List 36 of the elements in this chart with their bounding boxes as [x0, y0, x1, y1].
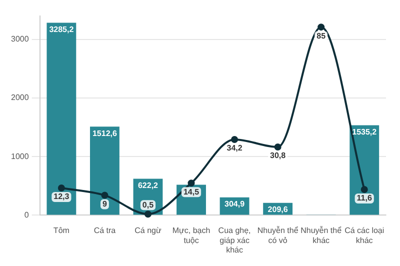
data-label: 14,5: [183, 187, 200, 196]
y-tick-label: 0: [24, 210, 30, 220]
data-label: 34,2: [226, 144, 243, 153]
y-tick-label: 2000: [11, 93, 30, 102]
data-label: 304,9: [224, 200, 246, 209]
y-tick-label: 3000: [11, 34, 30, 44]
data-label: 11,6: [356, 194, 372, 203]
point: [58, 184, 65, 192]
x-tick-label: Nhuyễn thể có vỏ: [257, 226, 299, 245]
x-tick-label: Cá tra: [94, 226, 116, 236]
x-tick-label: Cua ghẹ, giáp xác khác: [218, 226, 251, 254]
point: [274, 144, 282, 151]
point: [318, 24, 325, 31]
point: [188, 180, 195, 187]
point: [231, 136, 238, 144]
data-label: 0,5: [142, 200, 154, 210]
point: [360, 186, 368, 194]
bar: [90, 126, 120, 215]
data-label: 1512,6: [92, 128, 118, 138]
bar: [46, 22, 76, 215]
data-label: 209,6: [268, 205, 288, 214]
data-label: 1535,2: [352, 127, 378, 136]
data-label: 622,2: [138, 180, 159, 190]
data-label: 85: [316, 31, 326, 40]
x-tick-label: Mực, bạch tuộc: [172, 226, 210, 245]
data-label: 9: [102, 199, 108, 208]
data-label: 3285,2: [49, 24, 74, 34]
point: [144, 210, 152, 218]
x-tick-label: Cá ngừ: [134, 226, 162, 236]
point: [101, 192, 108, 199]
y-tick-label: 1000: [11, 152, 30, 161]
data-label: 12,3: [54, 192, 70, 202]
x-tick-label: Cá các loại khác: [344, 226, 384, 245]
x-tick-label: Tôm: [53, 226, 70, 236]
x-tick-label: Nhuyễn thể khác: [300, 226, 342, 245]
data-label: 30,8: [270, 151, 286, 160]
